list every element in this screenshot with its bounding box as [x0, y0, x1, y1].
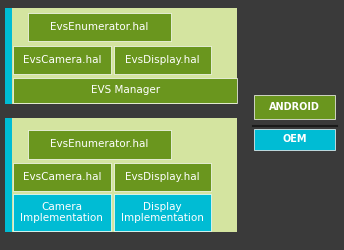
FancyBboxPatch shape: [13, 194, 111, 230]
FancyBboxPatch shape: [28, 12, 171, 41]
FancyBboxPatch shape: [12, 118, 237, 232]
Text: EvsCamera.hal: EvsCamera.hal: [23, 172, 101, 182]
FancyBboxPatch shape: [12, 8, 237, 104]
FancyBboxPatch shape: [13, 46, 111, 74]
FancyBboxPatch shape: [5, 118, 12, 232]
Text: EvsDisplay.hal: EvsDisplay.hal: [125, 55, 200, 65]
Text: EvsEnumerator.hal: EvsEnumerator.hal: [51, 140, 149, 149]
FancyBboxPatch shape: [114, 163, 211, 191]
Text: EVS Manager: EVS Manager: [91, 86, 160, 95]
Text: OEM: OEM: [282, 134, 307, 144]
FancyBboxPatch shape: [13, 78, 237, 102]
Text: Display
Implementation: Display Implementation: [121, 202, 204, 223]
Text: EvsEnumerator.hal: EvsEnumerator.hal: [51, 22, 149, 32]
Text: ANDROID: ANDROID: [269, 102, 320, 112]
FancyBboxPatch shape: [114, 46, 211, 74]
Text: EvsCamera.hal: EvsCamera.hal: [23, 55, 101, 65]
FancyBboxPatch shape: [114, 194, 211, 230]
FancyBboxPatch shape: [13, 163, 111, 191]
Text: Camera
Implementation: Camera Implementation: [21, 202, 103, 223]
FancyBboxPatch shape: [254, 95, 335, 119]
FancyBboxPatch shape: [254, 129, 335, 150]
Text: EvsDisplay.hal: EvsDisplay.hal: [125, 172, 200, 182]
FancyBboxPatch shape: [28, 130, 171, 159]
FancyBboxPatch shape: [5, 8, 12, 104]
